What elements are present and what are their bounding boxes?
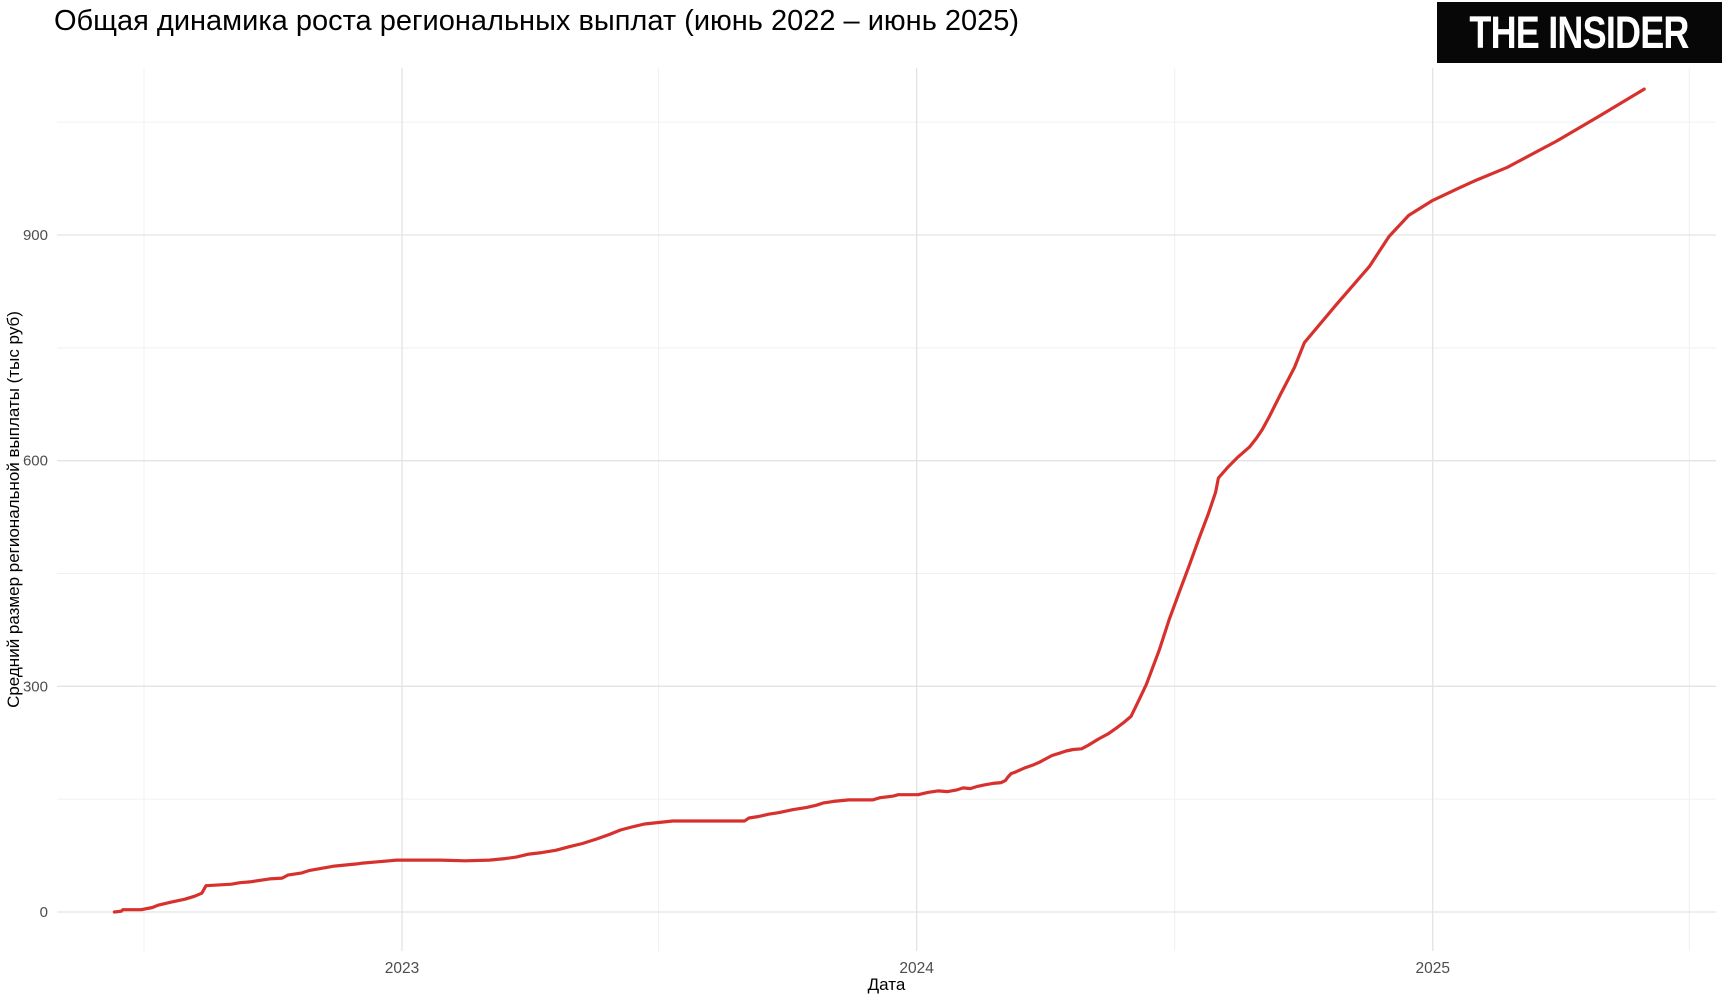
y-axis-title: Средний размер региональной выплаты (тыс… bbox=[4, 311, 23, 708]
x-tick-label: 2023 bbox=[385, 960, 419, 977]
the-insider-logo-text: THE INSIDER bbox=[1469, 6, 1690, 58]
chart-title: Общая динамика роста региональных выплат… bbox=[54, 5, 1020, 37]
y-tick-label: 300 bbox=[23, 678, 48, 695]
the-insider-logo: THE INSIDER bbox=[1437, 2, 1722, 63]
x-tick-label: 2025 bbox=[1415, 960, 1449, 977]
y-tick-label: 900 bbox=[23, 227, 48, 244]
y-tick-label: 600 bbox=[23, 453, 48, 470]
data-line bbox=[112, 87, 1646, 914]
y-tick-label: 0 bbox=[40, 904, 48, 921]
x-axis-title: Дата bbox=[868, 975, 906, 994]
x-tick-label: 2024 bbox=[899, 960, 934, 977]
